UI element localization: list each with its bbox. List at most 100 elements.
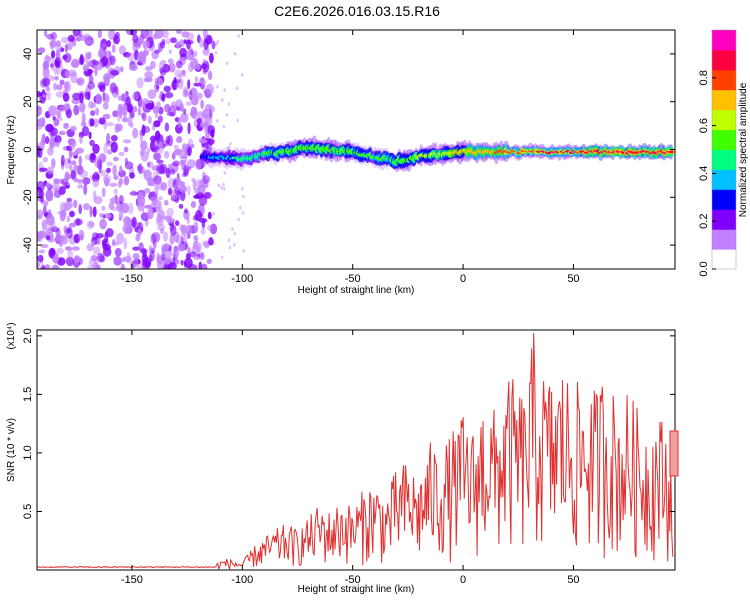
heatmap-noise-cell bbox=[69, 164, 73, 173]
bottom-y-axis-label: SNR (10 * v/v) bbox=[6, 418, 17, 482]
heatmap-noise-cell bbox=[101, 205, 106, 211]
heatmap-noise-cell bbox=[66, 215, 71, 223]
heatmap-noise-cell bbox=[233, 51, 237, 56]
heatmap-noise-cell bbox=[132, 91, 140, 101]
y-tick-label: 0 bbox=[22, 146, 34, 152]
heatmap-noise-cell bbox=[92, 246, 101, 255]
heatmap-noise-cell bbox=[141, 124, 146, 136]
heatmap-noise-cell bbox=[131, 216, 137, 228]
heatmap-noise-cell bbox=[132, 105, 138, 113]
heatmap-noise-cell bbox=[95, 233, 104, 239]
heatmap-noise-cell bbox=[163, 85, 172, 93]
heatmap-noise-cell bbox=[79, 135, 83, 145]
heatmap-noise-cell bbox=[183, 234, 188, 246]
heatmap-noise-cell bbox=[207, 211, 212, 220]
heatmap-noise-cell bbox=[206, 138, 215, 145]
heatmap-noise-cell bbox=[72, 246, 80, 251]
heatmap-noise-cell bbox=[94, 173, 100, 181]
heatmap-noise-cell bbox=[42, 156, 49, 163]
heatmap-noise-cell bbox=[63, 225, 67, 233]
heatmap-noise-cell bbox=[190, 58, 199, 70]
heatmap-noise-cell bbox=[46, 166, 55, 175]
heatmap-noise-cell bbox=[69, 210, 75, 218]
heatmap-noise-cell bbox=[199, 179, 205, 189]
heatmap-noise-cell bbox=[221, 98, 224, 102]
heatmap-noise-cell bbox=[192, 50, 198, 58]
heatmap-noise-cell bbox=[242, 194, 245, 199]
heatmap-noise-cell bbox=[140, 150, 149, 162]
heatmap-noise-cell bbox=[157, 205, 163, 213]
heatmap-noise-cell bbox=[110, 69, 119, 76]
heatmap-noise-cell bbox=[183, 108, 187, 115]
y-tick-label: 2.0 bbox=[22, 328, 34, 343]
heatmap-noise-cell bbox=[104, 50, 111, 60]
heatmap-noise-cell bbox=[89, 205, 93, 218]
heatmap-noise-cell bbox=[103, 73, 111, 82]
heatmap-noise-cell bbox=[183, 39, 187, 44]
heatmap-noise-cell bbox=[154, 77, 159, 83]
heatmap-noise-cell bbox=[204, 132, 211, 138]
heatmap-noise-cell bbox=[156, 101, 161, 109]
heatmap-noise-cell bbox=[113, 256, 122, 266]
heatmap-noise-cell bbox=[113, 175, 119, 180]
heatmap-noise-cell bbox=[65, 256, 74, 267]
heatmap-noise-cell bbox=[162, 63, 171, 73]
x-tick-label: -150 bbox=[121, 574, 143, 586]
heatmap-noise-cell bbox=[192, 241, 198, 250]
heatmap-noise-cell bbox=[38, 190, 45, 199]
heatmap-noise-cell bbox=[86, 61, 93, 67]
heatmap-noise-cell bbox=[37, 230, 47, 239]
heatmap-noise-cell bbox=[62, 181, 71, 188]
heatmap-noise-cell bbox=[207, 224, 213, 231]
heatmap-noise-cell bbox=[201, 63, 208, 70]
heatmap-noise-cell bbox=[227, 146, 230, 150]
heatmap-noise-cell bbox=[125, 30, 135, 36]
heatmap-noise-cell bbox=[94, 256, 98, 268]
heatmap-noise-cell bbox=[37, 261, 41, 269]
heatmap-noise-cell bbox=[173, 144, 179, 150]
heatmap-noise-cell bbox=[168, 62, 176, 73]
heatmap-noise-cell bbox=[106, 161, 113, 166]
heatmap-noise-cell bbox=[170, 168, 176, 175]
heatmap-noise-cell bbox=[215, 42, 218, 46]
heatmap-noise-cell bbox=[166, 218, 175, 224]
heatmap-noise-cell bbox=[176, 136, 183, 143]
heatmap-noise-cell bbox=[54, 56, 62, 69]
heatmap-noise-cell bbox=[40, 196, 45, 203]
heatmap-noise-cell bbox=[97, 252, 105, 263]
heatmap-noise-cell bbox=[63, 122, 69, 129]
heatmap-noise-cell bbox=[147, 89, 157, 99]
heatmap-noise-cell bbox=[87, 264, 97, 269]
heatmap-noise-cell bbox=[229, 141, 232, 146]
heatmap-noise-cell bbox=[223, 171, 226, 175]
bottom-edge-marker bbox=[669, 430, 679, 477]
heatmap-noise-cell bbox=[67, 248, 74, 260]
heatmap-noise-cell bbox=[76, 218, 80, 226]
heatmap-noise-cell bbox=[37, 180, 45, 193]
heatmap-noise-cell bbox=[161, 249, 167, 260]
heatmap-noise-cell bbox=[157, 214, 162, 224]
heatmap-noise-cell bbox=[195, 159, 202, 171]
heatmap-noise-cell bbox=[156, 163, 165, 175]
heatmap-noise-cell bbox=[138, 163, 143, 175]
heatmap-noise-cell bbox=[123, 216, 131, 226]
heatmap-noise-cell bbox=[227, 238, 231, 242]
heatmap-noise-cell bbox=[51, 50, 56, 59]
heatmap-noise-cell bbox=[102, 243, 112, 251]
colorbar-segment bbox=[712, 129, 736, 150]
heatmap-noise-cell bbox=[177, 243, 186, 252]
heatmap-noise-cell bbox=[163, 231, 168, 243]
heatmap-noise-cell bbox=[195, 242, 202, 253]
heatmap-noise-cell bbox=[153, 152, 162, 161]
heatmap-noise-cell bbox=[158, 141, 163, 149]
y-tick-label: 0.5 bbox=[22, 504, 34, 519]
heatmap-noise-cell bbox=[209, 223, 218, 235]
colorbar-tick-label: 0.8 bbox=[698, 70, 710, 85]
heatmap-noise-cell bbox=[97, 30, 102, 39]
heatmap-noise-cell bbox=[92, 60, 100, 66]
heatmap-noise-cell bbox=[93, 118, 99, 128]
colorbar-segment bbox=[712, 69, 736, 91]
heatmap-noise-cell bbox=[236, 118, 239, 123]
heatmap-noise-cell bbox=[41, 219, 48, 231]
spectrogram-heatmap bbox=[37, 30, 675, 269]
